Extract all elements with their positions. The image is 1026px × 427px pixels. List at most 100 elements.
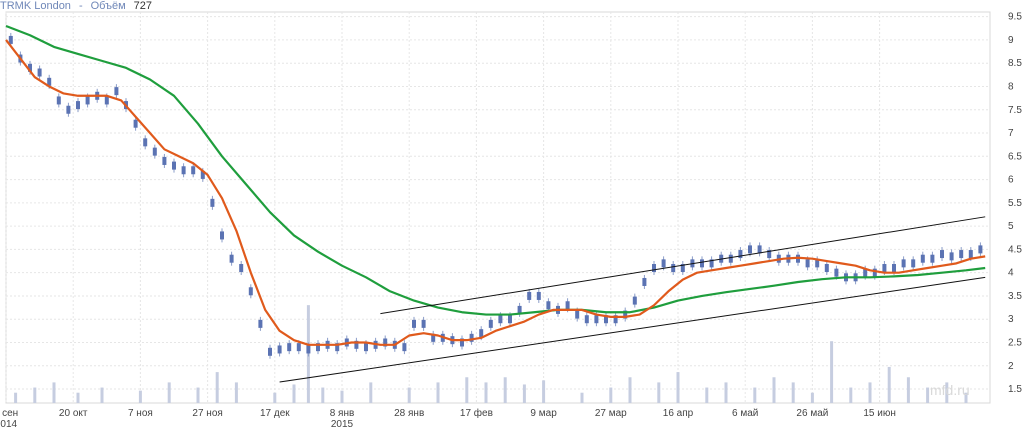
volume-bar <box>167 382 171 403</box>
price-candle <box>172 161 176 170</box>
volume-bar <box>609 387 613 403</box>
price-candle <box>901 259 906 268</box>
price-candle <box>258 319 263 328</box>
y-tick-label: 6 <box>1008 175 1014 186</box>
price-candle <box>306 345 311 354</box>
price-candle <box>872 268 877 277</box>
price-candle <box>479 329 484 338</box>
price-candle <box>469 333 474 342</box>
x-tick-label: 27 мар <box>595 408 627 419</box>
trend-line <box>380 216 986 315</box>
watermark: mfd.ru <box>930 382 970 398</box>
price-candle <box>623 310 628 319</box>
price-candle <box>316 343 320 352</box>
price-candle <box>911 259 916 268</box>
volume-bar <box>436 382 440 403</box>
price-candle <box>460 338 464 347</box>
price-candle <box>517 305 522 314</box>
price-candle <box>527 291 532 300</box>
chart-header: TRMK London - Объём 727 <box>0 0 160 12</box>
volume-bar <box>657 382 661 403</box>
y-tick-label: 7.5 <box>1008 105 1022 116</box>
volume-bar <box>945 382 949 403</box>
y-tick-label: 8 <box>1008 81 1014 92</box>
price-candle <box>85 96 90 105</box>
volume-bar <box>522 384 526 403</box>
price-candle <box>594 315 599 324</box>
x-tick-label: 6 май <box>732 408 758 419</box>
price-candle <box>114 87 119 96</box>
price-candle <box>498 315 503 324</box>
volume-bar <box>887 366 891 403</box>
y-tick-label: 9.5 <box>1008 12 1022 23</box>
price-candle <box>632 296 637 305</box>
price-candle <box>920 254 925 263</box>
volume-bar <box>196 387 200 403</box>
y-tick-label: 4.5 <box>1008 244 1022 255</box>
volume-bar <box>810 392 814 403</box>
volume-bar <box>964 392 968 403</box>
price-candle <box>930 254 935 263</box>
price-candle <box>882 264 887 273</box>
x-tick-label: 26 май <box>796 408 828 419</box>
volume-bar <box>628 377 632 403</box>
price-candle <box>680 264 685 273</box>
price-candle <box>613 315 618 324</box>
price-candle <box>277 345 282 354</box>
price-candle <box>239 264 244 273</box>
plot-area <box>5 11 991 404</box>
volume-bar <box>542 380 546 403</box>
volume-value: 727 <box>133 0 153 12</box>
y-tick-label: 3 <box>1008 314 1014 325</box>
price-candle <box>488 319 493 328</box>
y-tick-label: 4 <box>1008 268 1014 279</box>
price-candle <box>536 291 541 300</box>
volume-bar <box>407 387 411 403</box>
volume-bar <box>580 392 584 403</box>
y-tick-label: 7 <box>1008 128 1014 139</box>
price-candle <box>152 147 157 156</box>
price-candle <box>642 277 647 286</box>
price-candle <box>959 250 964 259</box>
x-tick-label: 8 янв <box>330 408 355 419</box>
x-tick-year: 2015 <box>331 419 354 427</box>
volume-bar <box>52 382 56 403</box>
price-candle <box>335 343 340 352</box>
volume-bar <box>676 372 680 403</box>
volume-bar <box>724 382 728 403</box>
price-candle <box>181 166 186 175</box>
volume-bar <box>321 387 325 403</box>
volume-bar <box>849 387 853 403</box>
price-candle <box>56 96 61 105</box>
price-candle <box>76 101 80 110</box>
price-candle <box>200 170 205 179</box>
price-candle <box>287 343 292 352</box>
price-candle <box>431 333 436 342</box>
price-candle <box>805 259 810 268</box>
price-candle <box>508 315 512 324</box>
price-candle <box>700 259 704 268</box>
volume-bar <box>772 377 776 403</box>
price-candle <box>968 250 973 259</box>
volume-bar <box>484 382 488 403</box>
volume-bar <box>273 392 277 403</box>
price-candle <box>210 198 215 207</box>
x-tick-label: 16 апр <box>663 408 694 419</box>
price-candle <box>162 156 167 165</box>
y-tick-label: 2 <box>1008 361 1014 372</box>
volume-bar <box>234 382 238 403</box>
volume-label: Объём <box>90 0 126 12</box>
volume-bar <box>705 387 709 403</box>
price-candle <box>191 166 196 175</box>
x-tick-label: 28 янв <box>394 408 424 419</box>
price-candle <box>604 315 608 324</box>
volume-bar <box>868 382 872 403</box>
price-candle <box>133 119 138 128</box>
y-tick-label: 2.5 <box>1008 337 1022 348</box>
x-tick-label: 15 июн <box>863 408 896 419</box>
volume-bar <box>791 382 795 403</box>
volume-bar <box>369 382 373 403</box>
volume-bar <box>753 387 757 403</box>
volume-bar <box>926 387 930 403</box>
